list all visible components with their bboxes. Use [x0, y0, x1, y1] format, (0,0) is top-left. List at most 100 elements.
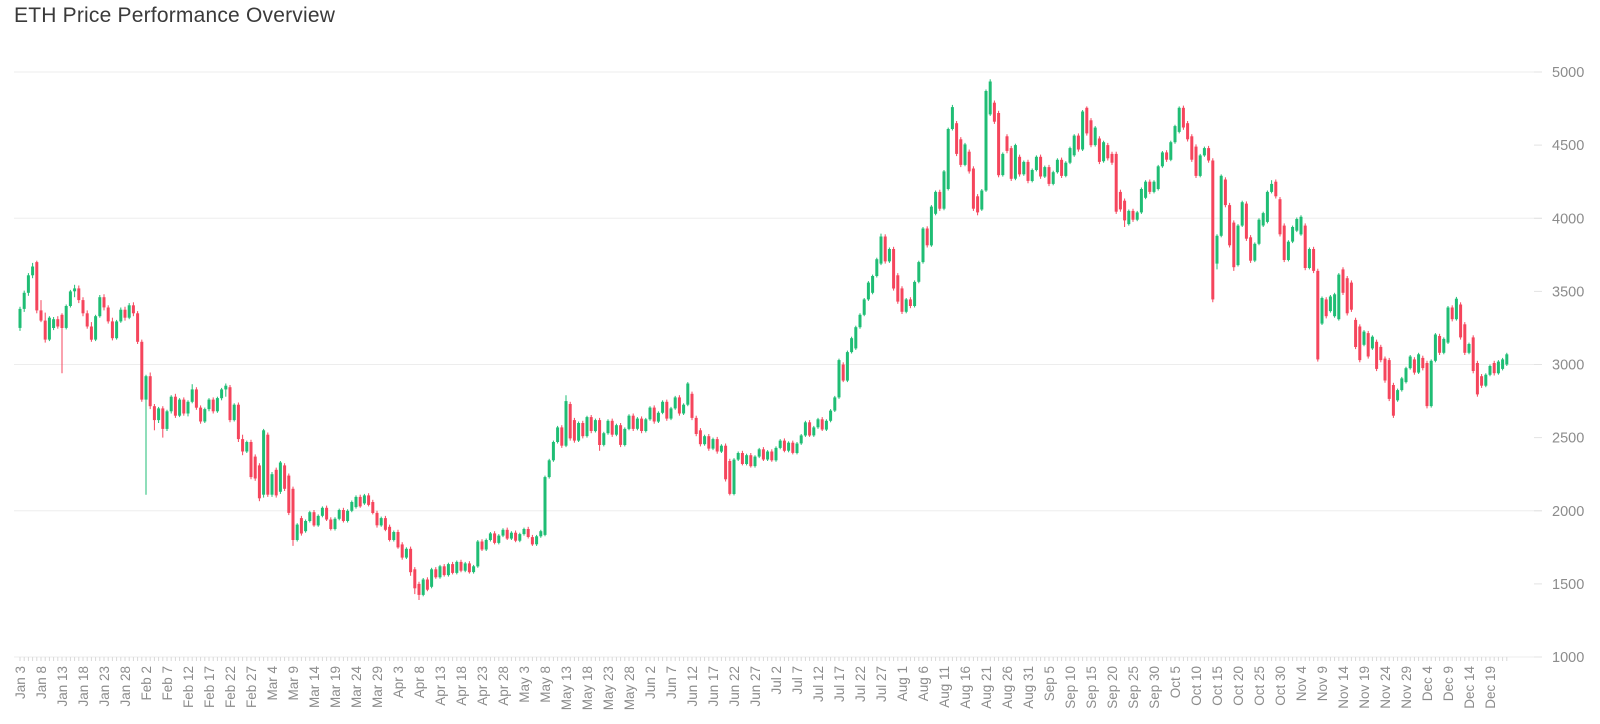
candle[interactable] — [396, 529, 400, 549]
candle[interactable] — [497, 534, 501, 545]
candle[interactable] — [535, 534, 539, 546]
candle[interactable] — [631, 413, 635, 432]
candle[interactable] — [1194, 144, 1198, 178]
candle[interactable] — [463, 561, 467, 573]
candle[interactable] — [123, 306, 127, 321]
candle[interactable] — [1433, 333, 1437, 363]
candle[interactable] — [480, 539, 484, 551]
candle[interactable] — [766, 450, 770, 461]
candle[interactable] — [173, 393, 177, 418]
candle[interactable] — [308, 510, 312, 523]
candle[interactable] — [803, 420, 807, 437]
candle[interactable] — [270, 472, 274, 497]
candle[interactable] — [568, 401, 572, 441]
candle[interactable] — [950, 104, 954, 131]
candle[interactable] — [1501, 357, 1505, 371]
candle[interactable] — [1261, 211, 1265, 227]
candle[interactable] — [455, 560, 459, 575]
candle[interactable] — [249, 439, 253, 480]
candle[interactable] — [602, 431, 606, 447]
candle[interactable] — [1370, 335, 1374, 350]
candle[interactable] — [1202, 146, 1206, 157]
candle[interactable] — [732, 458, 736, 496]
candle[interactable] — [47, 316, 51, 342]
candle[interactable] — [1358, 324, 1362, 363]
candle[interactable] — [346, 509, 350, 523]
candle[interactable] — [505, 527, 509, 540]
candle[interactable] — [711, 437, 715, 451]
candle[interactable] — [1034, 155, 1038, 172]
candle[interactable] — [900, 286, 904, 314]
candle[interactable] — [740, 450, 744, 466]
candle[interactable] — [1223, 177, 1227, 208]
candle[interactable] — [610, 418, 614, 437]
candle[interactable] — [577, 421, 581, 443]
candle[interactable] — [1085, 106, 1089, 136]
candle[interactable] — [56, 316, 60, 329]
candle[interactable] — [367, 493, 371, 507]
candle[interactable] — [115, 319, 119, 340]
candle[interactable] — [862, 298, 866, 317]
candle[interactable] — [165, 409, 169, 431]
candle[interactable] — [1324, 297, 1328, 319]
candle[interactable] — [1089, 118, 1093, 148]
candle[interactable] — [1475, 360, 1479, 397]
candle[interactable] — [761, 447, 765, 461]
candle[interactable] — [89, 322, 93, 342]
candle[interactable] — [140, 339, 144, 402]
candles-layer[interactable] — [18, 79, 1509, 600]
candle[interactable] — [946, 127, 950, 191]
candle[interactable] — [1345, 276, 1349, 316]
candle[interactable] — [291, 486, 295, 546]
candle[interactable] — [652, 405, 656, 424]
candle[interactable] — [404, 547, 408, 559]
candle[interactable] — [295, 523, 299, 542]
candle[interactable] — [1240, 200, 1244, 227]
candle[interactable] — [509, 531, 513, 540]
candle[interactable] — [320, 506, 324, 518]
candle[interactable] — [413, 567, 417, 595]
candle[interactable] — [661, 400, 665, 415]
candle[interactable] — [1173, 124, 1177, 144]
candle[interactable] — [1366, 330, 1370, 359]
candle[interactable] — [1438, 333, 1442, 355]
candle[interactable] — [1383, 356, 1387, 383]
candle[interactable] — [904, 298, 908, 314]
candle[interactable] — [207, 398, 211, 412]
candle[interactable] — [640, 416, 644, 434]
candle[interactable] — [274, 467, 278, 498]
candle[interactable] — [816, 417, 820, 429]
candle[interactable] — [94, 314, 98, 342]
candle[interactable] — [581, 420, 585, 439]
candle[interactable] — [782, 438, 786, 453]
candle[interactable] — [686, 382, 690, 407]
candle[interactable] — [236, 402, 240, 443]
candle[interactable] — [971, 166, 975, 211]
candle[interactable] — [627, 414, 631, 431]
candle[interactable] — [1236, 224, 1240, 267]
candle[interactable] — [1190, 134, 1194, 162]
candle[interactable] — [1123, 198, 1127, 228]
candle[interactable] — [724, 443, 728, 482]
candle[interactable] — [753, 455, 757, 468]
candle[interactable] — [715, 436, 719, 454]
candle[interactable] — [18, 306, 22, 331]
candle[interactable] — [1387, 357, 1391, 402]
candle[interactable] — [203, 407, 207, 423]
candle[interactable] — [1060, 157, 1064, 178]
candle[interactable] — [543, 475, 547, 537]
candle[interactable] — [929, 205, 933, 247]
candle[interactable] — [837, 358, 841, 399]
candle[interactable] — [707, 434, 711, 451]
candle[interactable] — [1400, 376, 1404, 392]
candle[interactable] — [967, 149, 971, 174]
candle[interactable] — [896, 273, 900, 304]
candle[interactable] — [728, 458, 732, 496]
candle[interactable] — [669, 406, 673, 421]
candle[interactable] — [304, 519, 308, 533]
candle[interactable] — [1425, 360, 1429, 409]
candle[interactable] — [220, 387, 224, 401]
candle[interactable] — [673, 395, 677, 410]
candle[interactable] — [392, 530, 396, 542]
candle[interactable] — [564, 395, 568, 448]
